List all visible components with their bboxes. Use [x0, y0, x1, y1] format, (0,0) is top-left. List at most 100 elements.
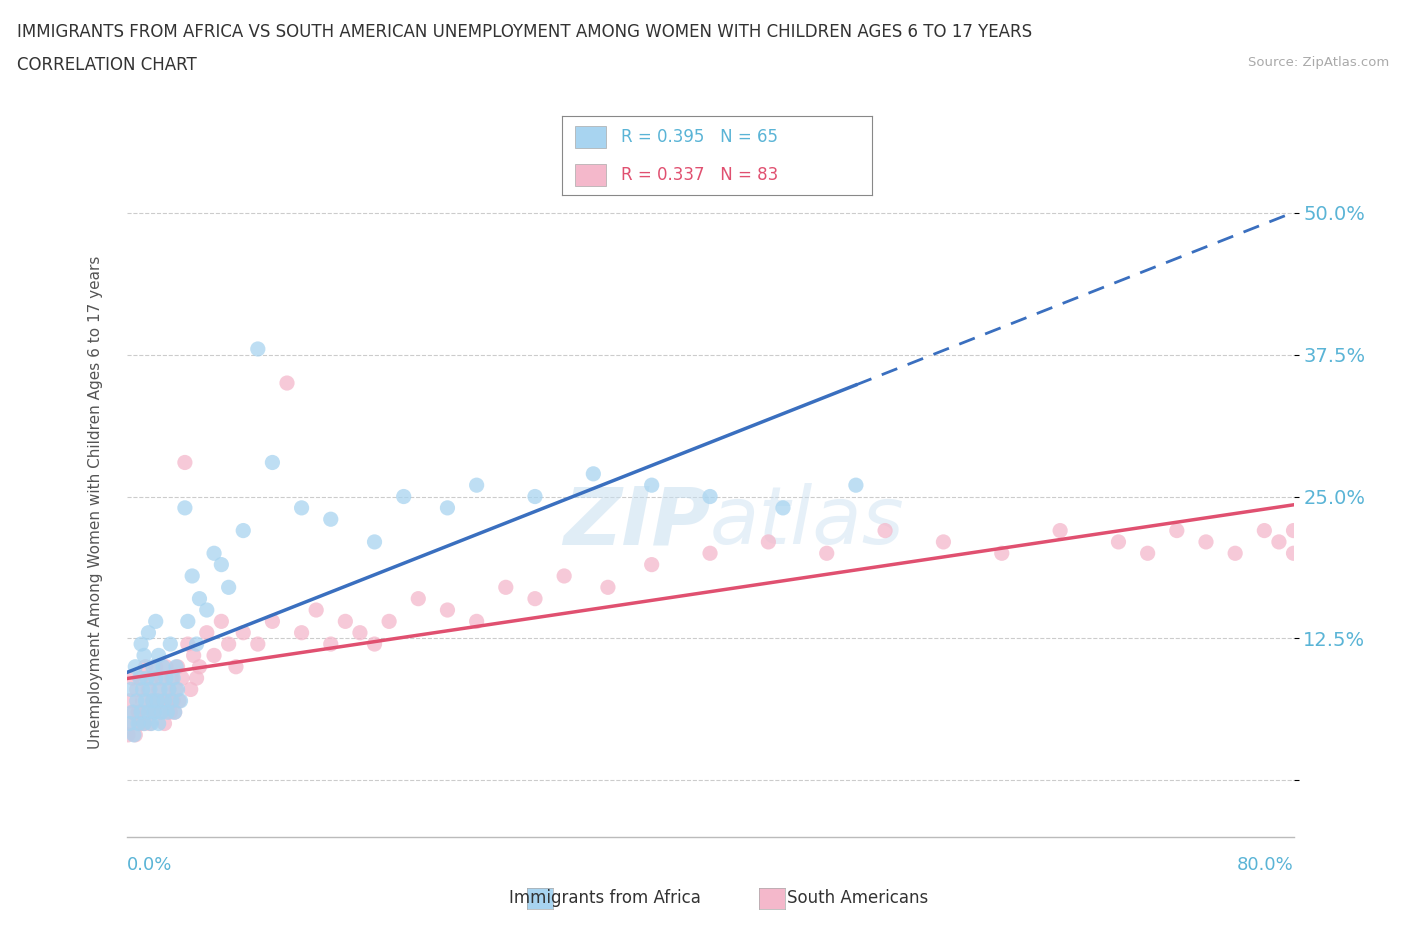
- Point: [162, 694, 184, 709]
- Point: [120, 716, 142, 731]
- Point: [129, 671, 152, 685]
- Point: [1108, 535, 1130, 550]
- Point: [129, 705, 152, 720]
- Point: [232, 524, 254, 538]
- Text: atlas: atlas: [710, 484, 905, 562]
- Point: [150, 671, 173, 685]
- Text: CORRELATION CHART: CORRELATION CHART: [17, 56, 197, 73]
- Point: [138, 705, 160, 720]
- Point: [129, 637, 152, 652]
- Point: [132, 716, 155, 731]
- Point: [640, 478, 664, 493]
- Point: [148, 682, 170, 697]
- Point: [195, 603, 218, 618]
- Point: [132, 716, 155, 731]
- Point: [1282, 546, 1305, 561]
- Point: [122, 705, 145, 720]
- Point: [131, 682, 153, 697]
- Point: [157, 682, 180, 697]
- Point: [335, 614, 357, 629]
- Point: [148, 716, 170, 731]
- Point: [160, 671, 183, 685]
- Point: [465, 478, 488, 493]
- Point: [131, 694, 153, 709]
- Point: [145, 671, 167, 685]
- Point: [815, 546, 838, 561]
- Point: [142, 659, 165, 674]
- Text: R = 0.337   N = 83: R = 0.337 N = 83: [621, 166, 779, 184]
- Point: [138, 682, 160, 697]
- Point: [378, 614, 401, 629]
- Point: [363, 535, 385, 550]
- Y-axis label: Unemployment Among Women with Children Ages 6 to 17 years: Unemployment Among Women with Children A…: [89, 256, 103, 749]
- Bar: [575, 164, 606, 186]
- Point: [142, 694, 165, 709]
- Point: [524, 489, 547, 504]
- Point: [1166, 524, 1188, 538]
- Point: [188, 659, 211, 674]
- Point: [209, 557, 232, 572]
- Point: [150, 705, 173, 720]
- Point: [246, 341, 269, 356]
- Point: [699, 546, 721, 561]
- Point: [845, 478, 868, 493]
- Point: [276, 376, 298, 391]
- Point: [756, 535, 779, 550]
- Point: [166, 682, 188, 697]
- Point: [149, 705, 172, 720]
- Point: [319, 512, 342, 526]
- Point: [180, 682, 202, 697]
- Point: [146, 694, 169, 709]
- Point: [524, 591, 547, 606]
- Point: [169, 694, 191, 709]
- Point: [145, 614, 167, 629]
- Point: [1195, 535, 1218, 550]
- Point: [188, 591, 211, 606]
- Point: [363, 637, 385, 652]
- Point: [128, 671, 150, 685]
- Point: [305, 603, 328, 618]
- Point: [582, 466, 605, 481]
- Point: [392, 489, 415, 504]
- Point: [145, 659, 167, 674]
- Point: [143, 705, 166, 720]
- Point: [262, 614, 284, 629]
- Point: [121, 671, 143, 685]
- Text: South Americans: South Americans: [787, 889, 928, 908]
- Point: [136, 705, 159, 720]
- Point: [553, 568, 575, 583]
- Point: [152, 659, 174, 674]
- Point: [875, 524, 897, 538]
- Point: [290, 625, 312, 640]
- Point: [162, 671, 184, 685]
- Point: [142, 694, 165, 709]
- Point: [152, 694, 174, 709]
- Point: [121, 705, 143, 720]
- Point: [139, 682, 162, 697]
- Point: [1049, 524, 1071, 538]
- Point: [218, 637, 240, 652]
- Point: [232, 625, 254, 640]
- Point: [153, 694, 176, 709]
- Text: 0.0%: 0.0%: [127, 856, 172, 873]
- Point: [127, 716, 149, 731]
- Point: [202, 648, 225, 663]
- Point: [157, 682, 180, 697]
- Point: [218, 580, 240, 595]
- Point: [408, 591, 430, 606]
- Point: [165, 659, 187, 674]
- Point: [138, 625, 160, 640]
- Point: [772, 500, 794, 515]
- Point: [159, 637, 181, 652]
- Point: [163, 705, 186, 720]
- Point: [125, 694, 148, 709]
- Point: [167, 694, 190, 709]
- Point: [128, 716, 150, 731]
- Point: [202, 546, 225, 561]
- Point: [209, 614, 232, 629]
- Point: [177, 637, 200, 652]
- Point: [120, 682, 142, 697]
- Point: [134, 694, 156, 709]
- Point: [149, 682, 172, 697]
- Point: [932, 535, 955, 550]
